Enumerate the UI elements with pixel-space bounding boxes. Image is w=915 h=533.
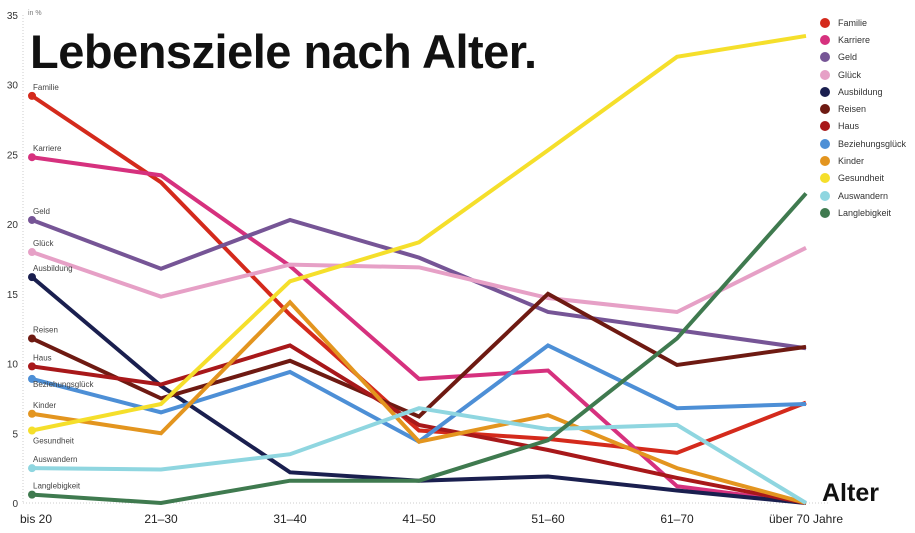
series-label: Glück bbox=[33, 239, 54, 248]
series-line-glück bbox=[31, 246, 807, 315]
legend-item: Reisen bbox=[820, 100, 906, 117]
y-axis-unit: in % bbox=[28, 10, 42, 17]
legend-label: Karriere bbox=[838, 34, 871, 45]
y-tick-label: 30 bbox=[7, 81, 19, 92]
series-label: Kinder bbox=[33, 401, 56, 410]
y-tick-label: 20 bbox=[7, 220, 19, 231]
series-label: Gesundheit bbox=[33, 436, 75, 445]
legend-label: Auswandern bbox=[838, 190, 889, 201]
legend-label: Langlebigkeit bbox=[838, 207, 892, 218]
legend-dot-icon bbox=[820, 86, 830, 97]
series-line-haus bbox=[31, 343, 807, 505]
legend-dot-icon bbox=[820, 17, 830, 28]
legend-label: Reisen bbox=[838, 104, 867, 115]
series-start-marker bbox=[28, 362, 36, 371]
series-label: Geld bbox=[33, 207, 50, 216]
series-start-marker bbox=[28, 334, 36, 343]
legend-label: Geld bbox=[838, 52, 858, 63]
legend-item: Ausbildung bbox=[820, 83, 906, 100]
series-start-marker bbox=[28, 153, 36, 162]
legend-item: Karriere bbox=[820, 31, 906, 48]
series-line-langlebigkeit bbox=[31, 192, 808, 506]
legend-item: Glück bbox=[820, 66, 906, 83]
legend-item: Langlebigkeit bbox=[820, 204, 906, 221]
y-tick-label: 15 bbox=[7, 290, 19, 301]
legend-item: Beziehungsglück bbox=[820, 135, 906, 152]
legend-item: Haus bbox=[820, 118, 906, 135]
x-tick-label: über 70 Jahre bbox=[769, 512, 843, 526]
legend-dot-icon bbox=[820, 156, 830, 167]
series-start-marker bbox=[28, 464, 36, 473]
legend-label: Kinder bbox=[838, 156, 865, 167]
legend-item: Kinder bbox=[820, 152, 906, 169]
series-label: Langlebigkeit bbox=[33, 482, 81, 491]
series-line-auswandern bbox=[31, 406, 808, 505]
series-label: Beziehungsglück bbox=[33, 380, 94, 389]
series-label: Auswandern bbox=[33, 455, 77, 464]
legend-label: Gesundheit bbox=[838, 173, 885, 184]
legend-item: Familie bbox=[820, 14, 906, 31]
series-line-gesundheit bbox=[31, 33, 807, 433]
series-start-marker bbox=[28, 490, 36, 499]
legend-dot-icon bbox=[820, 121, 830, 132]
legend-dot-icon bbox=[820, 104, 830, 115]
series-start-marker bbox=[28, 374, 36, 383]
x-tick-label: 51–60 bbox=[531, 512, 565, 526]
legend-item: Gesundheit bbox=[820, 170, 906, 187]
series-line-kinder bbox=[31, 299, 807, 505]
chart-title: Lebensziele nach Alter. bbox=[30, 25, 537, 78]
series-line-geld bbox=[31, 217, 807, 351]
series-start-marker bbox=[28, 426, 36, 435]
legend-label: Beziehungsglück bbox=[838, 138, 907, 149]
series-label: Haus bbox=[33, 353, 52, 362]
x-tick-label: 31–40 bbox=[273, 512, 307, 526]
legend-label: Familie bbox=[838, 17, 868, 28]
series-start-marker bbox=[28, 215, 36, 224]
y-tick-label: 5 bbox=[12, 429, 18, 440]
series-line-reisen bbox=[31, 291, 807, 419]
y-tick-label: 0 bbox=[12, 499, 18, 510]
series-start-marker bbox=[28, 248, 36, 257]
legend: Familie Karriere Geld Glück Ausbildung Reisen… bbox=[820, 14, 906, 222]
series-label: Ausbildung bbox=[33, 264, 73, 273]
legend-dot-icon bbox=[820, 190, 830, 201]
series-line-karriere bbox=[31, 155, 807, 505]
series-start-marker bbox=[28, 91, 36, 100]
legend-item: Geld bbox=[820, 49, 906, 66]
legend-label: Glück bbox=[838, 69, 862, 80]
y-tick-label: 25 bbox=[7, 150, 19, 161]
legend-dot-icon bbox=[820, 52, 830, 63]
legend-dot-icon bbox=[820, 138, 830, 149]
y-tick-label: 10 bbox=[7, 360, 19, 371]
legend-dot-icon bbox=[820, 34, 830, 45]
series-label: Familie bbox=[33, 83, 59, 92]
x-tick-label: 21–30 bbox=[144, 512, 178, 526]
x-tick-label: 41–50 bbox=[402, 512, 436, 526]
legend-label: Haus bbox=[838, 121, 860, 132]
legend-dot-icon bbox=[820, 69, 830, 80]
y-tick-label: 35 bbox=[7, 11, 19, 22]
series-label: Reisen bbox=[33, 325, 58, 334]
x-tick-label: bis 20 bbox=[20, 512, 52, 526]
legend-dot-icon bbox=[820, 207, 830, 218]
series-start-marker bbox=[28, 273, 36, 282]
series-start-marker bbox=[28, 409, 36, 418]
x-axis-label: Alter bbox=[822, 479, 879, 507]
legend-dot-icon bbox=[820, 173, 830, 184]
x-tick-label: 61–70 bbox=[660, 512, 694, 526]
legend-label: Ausbildung bbox=[838, 86, 883, 97]
legend-item: Auswandern bbox=[820, 187, 906, 204]
series-label: Karriere bbox=[33, 144, 62, 153]
series-line-familie bbox=[30, 94, 807, 455]
